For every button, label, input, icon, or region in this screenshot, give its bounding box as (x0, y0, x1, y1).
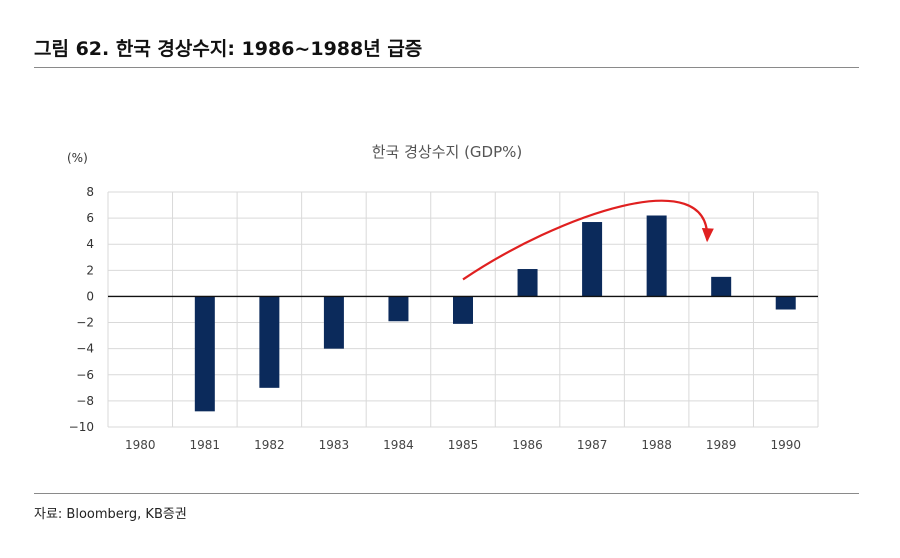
y-tick-label: 8 (86, 185, 94, 199)
y-tick-label: 6 (86, 211, 94, 225)
arrow-curve (462, 199, 709, 281)
bar-1982 (259, 296, 280, 388)
bar-1986 (517, 269, 538, 297)
x-tick-label: 1980 (125, 438, 156, 452)
x-tick-label: 1989 (706, 438, 737, 452)
y-tick-label: −6 (76, 368, 94, 382)
bar-1987 (582, 222, 603, 297)
y-tick-labels: 8 6 4 2 0 −2 −4 −6 −8 −10 (69, 185, 94, 434)
grid (107, 191, 819, 428)
x-tick-labels: 1980 1981 1982 1983 1984 1985 1986 1987 1988 1989… (125, 438, 801, 452)
bar-1990 (775, 296, 796, 310)
x-tick-label: 1987 (577, 438, 608, 452)
bar-1983 (323, 296, 344, 349)
bar-1985 (453, 296, 473, 324)
y-tick-label: −8 (76, 394, 94, 408)
bar-1988 (646, 215, 667, 297)
x-tick-label: 1984 (383, 438, 414, 452)
y-tick-label: 0 (86, 289, 94, 303)
y-axis-unit: (%) (67, 151, 88, 165)
top-divider (34, 67, 859, 68)
y-tick-label: −4 (76, 342, 94, 356)
x-tick-label: 1981 (190, 438, 221, 452)
y-tick-label: 2 (86, 263, 94, 277)
source-note: 자료: Bloomberg, KB증권 (34, 507, 187, 522)
figure-title: 그림 62. 한국 경상수지: 1986~1988년 급증 (34, 38, 423, 60)
bar-1984 (388, 296, 409, 322)
trend-arrow-annotation (462, 199, 714, 281)
bar-1989 (711, 276, 732, 297)
y-tick-label: −10 (69, 420, 94, 434)
bar-1981 (194, 296, 215, 412)
x-tick-label: 1990 (770, 438, 801, 452)
x-tick-label: 1988 (641, 438, 672, 452)
y-tick-label: −2 (76, 316, 94, 330)
bars (194, 215, 796, 412)
x-tick-label: 1985 (448, 438, 479, 452)
y-tick-label: 4 (86, 237, 94, 251)
x-tick-label: 1982 (254, 438, 285, 452)
bottom-divider (34, 493, 859, 494)
arrow-head (701, 227, 714, 243)
chart-title: 한국 경상수지 (GDP%) (372, 143, 523, 161)
x-tick-label: 1986 (512, 438, 543, 452)
x-tick-label: 1983 (319, 438, 350, 452)
